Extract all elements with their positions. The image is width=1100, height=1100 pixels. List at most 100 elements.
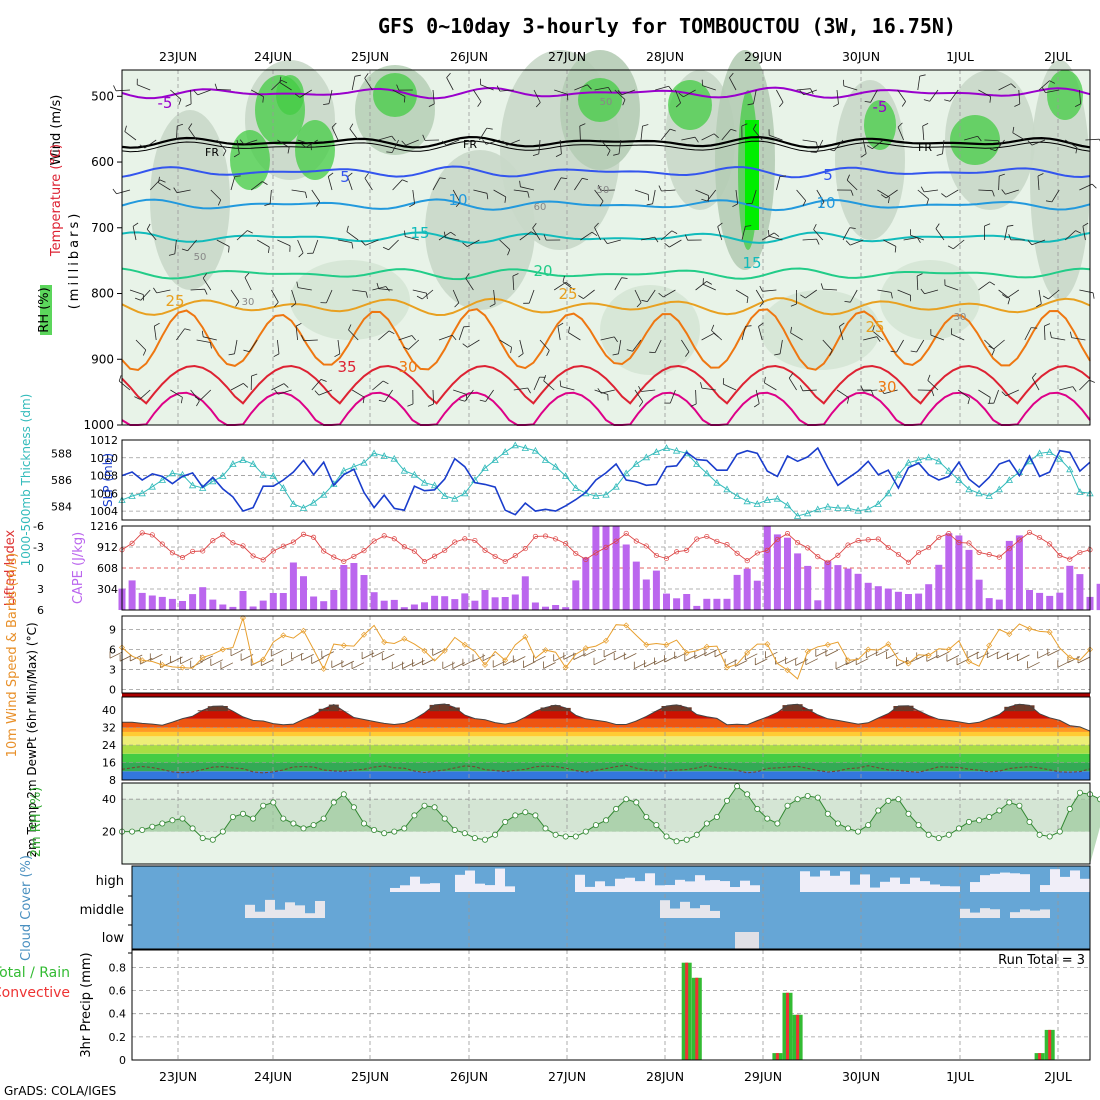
wind-barb	[802, 238, 817, 241]
wind-barb	[953, 239, 965, 250]
cape-bar	[995, 599, 1003, 610]
temperature-contour	[121, 165, 1091, 179]
thickness-point	[279, 484, 288, 491]
contour-label: FR	[918, 141, 932, 154]
cloud-high-bar	[830, 875, 840, 892]
wind-barb	[1037, 175, 1040, 191]
wind-barb	[872, 330, 884, 341]
date-label-bottom: 26JUN	[450, 1069, 488, 1084]
rh-contour-fill	[600, 285, 700, 375]
wind-barb-feather	[527, 387, 531, 394]
wind-barb-feather	[1092, 292, 1095, 299]
wind-barb-feather	[382, 380, 389, 385]
wind-barb	[543, 380, 555, 391]
wind-speed-point	[381, 639, 388, 646]
cape-tick-label: 1216	[90, 520, 118, 533]
li-point	[815, 554, 821, 560]
contour-label: 30	[398, 358, 417, 376]
cloud-middle-bar	[315, 900, 325, 918]
cape-bar	[905, 594, 912, 610]
cloud-middle-bar	[660, 900, 670, 918]
date-label-bottom: 27JUN	[548, 1069, 586, 1084]
li-point	[553, 536, 559, 542]
li-point	[159, 541, 165, 547]
temperature-band	[122, 718, 1090, 728]
cloud-high-bar	[870, 887, 880, 892]
rh2m-point	[209, 836, 216, 843]
rh2m-point	[381, 830, 388, 837]
wind-barb	[883, 239, 897, 247]
wind-barb-feather	[305, 192, 308, 199]
wind-barb	[655, 85, 669, 91]
wind-barb-feather	[315, 201, 321, 207]
wind-barb-feather	[658, 292, 664, 298]
wind-barb	[140, 289, 151, 301]
wind-speed-point	[603, 637, 609, 644]
wind-barb-10m	[271, 649, 284, 657]
thickness-point	[1056, 454, 1064, 462]
wind-barb-feather	[753, 403, 760, 408]
wind-barb-feather	[690, 403, 697, 407]
cape-bar	[199, 587, 207, 610]
rh2m-point	[481, 836, 488, 843]
date-label-bottom: 1JUL	[946, 1069, 974, 1084]
cloud-middle-bar	[275, 909, 285, 918]
date-label-top: 29JUN	[744, 49, 782, 64]
wind-barb	[432, 389, 434, 405]
cloud-high-bar	[930, 884, 940, 892]
wind-barb	[533, 376, 540, 391]
run-total-label: Run Total = 3	[998, 953, 1085, 968]
cloud-middle-bar	[970, 912, 980, 918]
cape-bar	[713, 598, 721, 610]
cloud-high-bar	[850, 884, 860, 892]
wind-barb	[348, 329, 359, 341]
cape-bar	[481, 590, 489, 610]
li-point	[724, 542, 730, 548]
li-point	[371, 538, 377, 544]
wind-speed-point	[199, 654, 206, 661]
cape-bar	[562, 607, 570, 610]
wind-barb	[681, 136, 696, 141]
contour-label: 60	[534, 202, 547, 213]
wind-barb	[446, 139, 460, 146]
cloud-high-bar	[465, 870, 475, 892]
wind-barb-feather	[1075, 230, 1082, 234]
temperature-contour	[121, 135, 1091, 149]
date-label-top: 24JUN	[254, 49, 292, 64]
cape-bar	[743, 568, 751, 610]
temperature-band	[122, 745, 1090, 754]
wind-barb	[506, 139, 520, 146]
li-point	[825, 559, 831, 565]
wind-barb	[533, 89, 541, 103]
cloud-high-bar	[605, 886, 615, 892]
wind-barb-10m	[533, 655, 546, 663]
cape-bar	[219, 604, 227, 610]
temperature-band	[122, 753, 1090, 763]
thickness-point	[572, 484, 580, 491]
cape-bar	[138, 592, 146, 610]
temperature-line	[122, 703, 1091, 732]
wind-barb-feather	[1010, 83, 1016, 89]
precip-tick-label: 0.8	[109, 961, 127, 974]
rh2m-point	[744, 791, 751, 798]
wind-barb	[1038, 80, 1050, 91]
wind-barb-feather	[202, 273, 208, 279]
wind-barb-feather	[1049, 80, 1055, 84]
li-point	[583, 556, 589, 562]
cloud-high-bar	[1020, 874, 1030, 892]
thickness-point	[188, 481, 197, 489]
cape-bar	[179, 601, 186, 610]
wind-barb-feather	[1070, 331, 1072, 338]
wind-barb	[188, 128, 197, 141]
temp-tick-label: 16	[102, 757, 116, 770]
wind-barb	[711, 330, 723, 341]
wind-barb-feather	[274, 301, 279, 308]
date-label-bottom: 23JUN	[159, 1069, 197, 1084]
wind-barb	[594, 227, 601, 241]
wind-barb	[752, 128, 763, 141]
wind-barb-feather	[214, 83, 218, 90]
wind-barb-feather	[177, 123, 184, 127]
wind-barb-feather	[565, 281, 572, 287]
li-point	[1037, 534, 1043, 541]
thickness-tick-label: 586	[51, 474, 72, 487]
